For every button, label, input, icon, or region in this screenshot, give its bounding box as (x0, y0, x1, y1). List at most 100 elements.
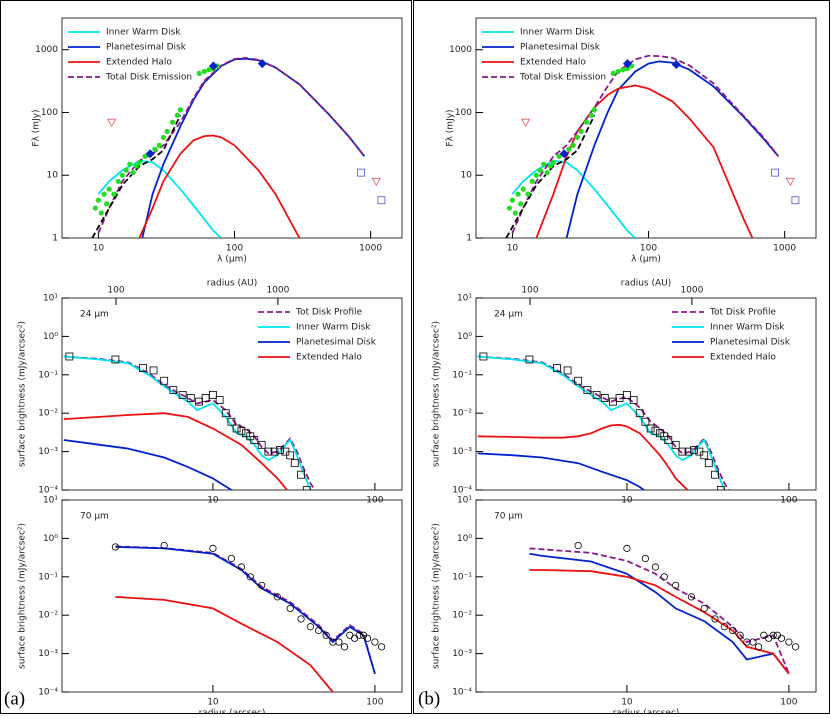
data-point (544, 170, 550, 176)
series-line (97, 56, 366, 234)
data-point (242, 429, 250, 438)
data-point (160, 376, 169, 385)
top-axis-label: radius (AU) (207, 279, 257, 289)
legend-label: Inner Warm Disk (520, 28, 595, 38)
series-line (63, 355, 316, 490)
top-tick-label: 1000 (266, 286, 289, 296)
data-point (729, 492, 736, 499)
data-point (371, 638, 379, 646)
data-point (335, 638, 343, 646)
series-line (477, 452, 646, 490)
data-point (765, 634, 773, 642)
y-tick-label: 10⁻⁴ (452, 486, 472, 496)
data-point (160, 134, 166, 141)
data-point (563, 366, 572, 375)
data-point (169, 119, 176, 125)
series-line (535, 84, 754, 238)
y-tick-label: 10⁻¹ (452, 370, 472, 380)
data-point (297, 615, 305, 623)
data-point (123, 167, 129, 173)
data-point (615, 68, 621, 75)
data-point (729, 626, 737, 635)
series-line (115, 546, 376, 674)
plot-area (505, 54, 800, 238)
data-point (525, 355, 534, 364)
data-point (196, 70, 202, 76)
data-point (537, 167, 543, 173)
data-point (556, 153, 562, 159)
y-tick-label: 10¹ (457, 496, 472, 506)
data-point (145, 149, 155, 159)
plot-frame (475, 297, 817, 491)
series-line (63, 439, 234, 490)
data-point (315, 492, 322, 499)
data-point (130, 170, 136, 176)
data-point (201, 394, 210, 402)
series-line (505, 114, 596, 238)
data-point (221, 409, 230, 418)
series-line (529, 547, 790, 675)
data-point (270, 447, 279, 456)
y-tick-label: 10¹ (43, 294, 58, 304)
data-point (351, 634, 359, 642)
legend-label: Planetesimal Disk (520, 43, 601, 53)
data-point (700, 451, 709, 460)
y-tick-label: 10 (461, 171, 473, 181)
legend-label: Extended Halo (106, 58, 172, 68)
data-point (620, 67, 626, 73)
data-point (736, 631, 744, 639)
data-point (119, 172, 125, 178)
data-point (371, 177, 381, 187)
data-point (206, 67, 212, 73)
data-point (322, 631, 330, 639)
data-point (553, 364, 561, 372)
data-point (227, 417, 236, 426)
data-point (160, 541, 168, 550)
data-point (257, 59, 267, 69)
data-point (700, 604, 708, 613)
data-point (177, 107, 183, 113)
legend-label: Tot Disk Profile (295, 308, 363, 318)
series-line (529, 569, 790, 675)
top-axis-label: radius (AU) (621, 279, 671, 289)
x-tick-label: 10 (207, 698, 219, 708)
y-tick-label: 10⁻² (452, 409, 472, 419)
y-tick-label: 10⁻⁴ (38, 688, 58, 698)
data-point (237, 426, 246, 435)
y-tick-label: 10⁻³ (38, 447, 58, 457)
data-point (357, 168, 365, 177)
data-point (547, 163, 553, 169)
legend-label: Total Disk Emission (105, 73, 192, 83)
data-point (136, 159, 142, 166)
data-point (227, 554, 235, 563)
legend-label: Inner Warm Disk (710, 323, 785, 333)
data-point (355, 631, 363, 639)
data-point (687, 593, 695, 601)
legend-label: Inner Warm Disk (296, 323, 371, 333)
data-point (302, 486, 311, 490)
x-axis-label: λ (μm) (631, 255, 661, 265)
x-axis-label: λ (μm) (217, 255, 247, 265)
data-point (623, 544, 631, 552)
top-tick-label: 100 (107, 286, 124, 296)
data-point (656, 429, 664, 438)
data-point (769, 631, 777, 639)
y-tick-label: 1000 (35, 45, 58, 55)
annotation: 24 μm (494, 310, 523, 320)
data-point (518, 201, 524, 207)
data-point (286, 604, 294, 613)
x-tick-label: 100 (366, 496, 383, 506)
x-tick-label: 100 (366, 698, 383, 708)
data-point (258, 581, 266, 589)
data-point (506, 205, 512, 211)
data-point (286, 451, 295, 460)
data-point (749, 638, 757, 646)
y-tick-label: 10⁻¹ (452, 572, 472, 582)
data-point (610, 70, 616, 76)
data-point (509, 197, 516, 203)
data-point (651, 563, 660, 571)
series-line (115, 545, 376, 674)
data-point (716, 486, 725, 490)
data-point (340, 643, 349, 651)
data-point (377, 196, 386, 205)
